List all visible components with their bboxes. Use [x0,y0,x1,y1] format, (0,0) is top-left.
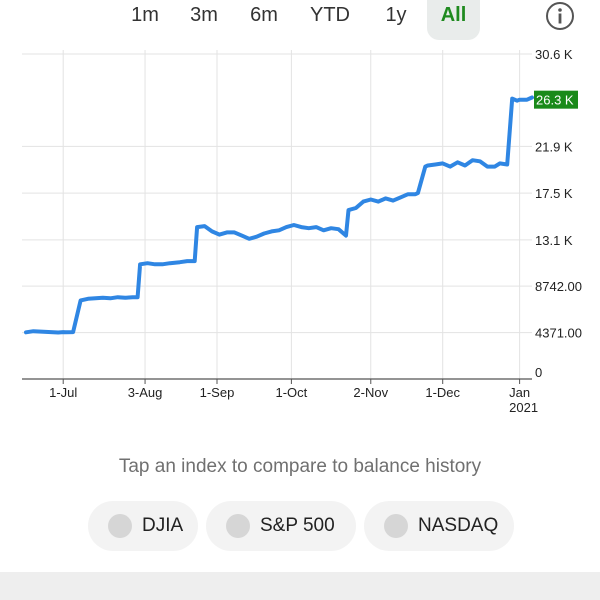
y-tick-label: 4371.00 [535,326,582,341]
x-tick-label: 3-Aug [128,385,163,400]
tab-1y[interactable]: 1y [385,4,407,26]
compare-prompt: Tap an index to compare to balance histo… [118,456,482,477]
djia-toggle-dot [108,514,132,538]
current-value-badge [534,90,578,109]
balance-chart[interactable]: 30.6 K 21.9 K 17.5 K 13.1 K 8742.00 4371.00 0 1… [0,40,600,420]
djia-button[interactable]: DJIA [88,501,198,551]
index-compare-buttons: DJIA S&P 500 NASDAQ [0,501,600,551]
bottom-bar [0,572,600,600]
balance-line-chart[interactable]: 30.6 K 21.9 K 17.5 K 13.1 K 8742.00 4371.00 0 1… [0,40,600,420]
balance-series-line [24,95,534,335]
tab-6m[interactable]: 6m [250,4,278,26]
x-tick-year-label: 2021 [509,400,538,415]
tab-all[interactable]: All [427,0,480,40]
current-value-label: 26.3 K [536,93,574,108]
sp500-button[interactable]: S&P 500 [206,501,356,551]
x-tick-label: 1-Dec [425,385,460,400]
x-tick-label: Jan [509,385,530,400]
info-button[interactable] [545,1,575,31]
y-tick-label: 30.6 K [535,47,573,62]
nasdaq-button[interactable]: NASDAQ [364,501,514,551]
x-tick-label: 1-Jul [49,385,77,400]
x-tick-label: 1-Oct [276,385,308,400]
sp500-label: S&P 500 [260,515,335,536]
djia-label: DJIA [142,515,184,536]
info-icon [546,2,574,30]
nasdaq-label: NASDAQ [418,515,499,536]
nasdaq-toggle-dot [384,514,408,538]
y-tick-label: 0 [535,365,542,380]
y-tick-label: 21.9 K [535,139,573,154]
y-tick-label: 17.5 K [535,186,573,201]
range-selector: 1m 3m 6m YTD 1y All [0,0,600,44]
y-tick-label: 8742.00 [535,279,582,294]
tab-ytd[interactable]: YTD [310,4,350,26]
y-tick-label: 13.1 K [535,233,573,248]
x-tick-label: 1-Sep [200,385,235,400]
x-tick-label: 2-Nov [353,385,388,400]
sp500-toggle-dot [226,514,250,538]
tab-3m[interactable]: 3m [190,4,218,26]
tab-1m[interactable]: 1m [131,4,159,26]
